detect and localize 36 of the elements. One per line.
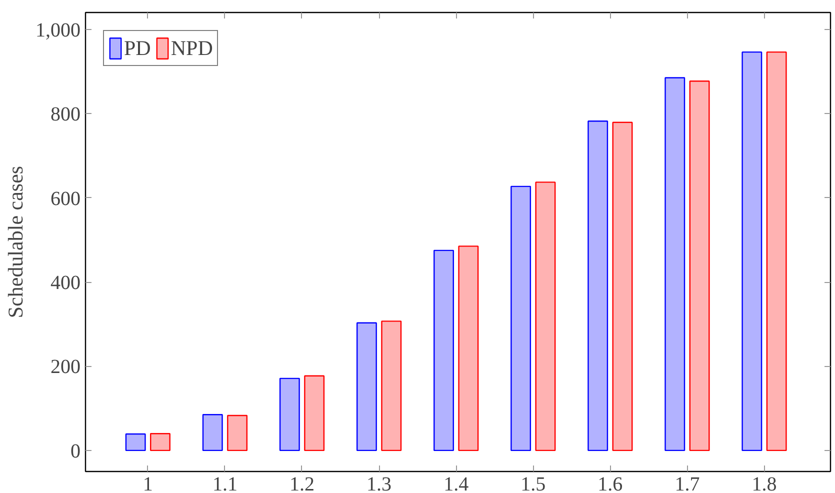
bar xyxy=(766,51,787,452)
bar xyxy=(510,186,532,452)
bar xyxy=(279,378,300,452)
bar xyxy=(202,414,223,452)
bar xyxy=(664,77,686,452)
bar xyxy=(150,433,170,452)
bar xyxy=(458,246,479,452)
x-tick-label: 1.7 xyxy=(674,474,700,493)
y-tick-label: 600 xyxy=(50,188,80,210)
x-tick-label: 1 xyxy=(142,474,153,493)
y-tick-label: 200 xyxy=(50,356,80,378)
x-tick-label: 1.3 xyxy=(366,474,392,493)
bar xyxy=(535,182,556,452)
x-tick-label: 1.1 xyxy=(212,474,238,493)
bar xyxy=(434,250,454,452)
y-tick-label: 400 xyxy=(50,272,80,294)
y-axis-title: Schedulable cases xyxy=(4,166,28,318)
x-tick-label: 1.4 xyxy=(444,474,469,493)
bar xyxy=(227,414,248,452)
bar xyxy=(612,122,633,452)
bar xyxy=(689,80,710,452)
bar xyxy=(304,375,325,452)
x-tick-label: 1.2 xyxy=(289,474,314,493)
y-tick-label: 0 xyxy=(70,440,80,462)
bar xyxy=(381,320,402,452)
legend-label: NPD xyxy=(170,36,213,60)
y-tick-label: 800 xyxy=(50,104,80,126)
legend-label: PD xyxy=(124,36,151,60)
bar xyxy=(588,120,608,452)
x-tick-label: 1.5 xyxy=(520,474,546,493)
x-tick-label: 1.6 xyxy=(598,474,623,493)
bar xyxy=(125,433,146,452)
y-tick-label: 1,000 xyxy=(36,19,80,42)
bar xyxy=(356,322,377,452)
x-tick-label: 1.8 xyxy=(752,474,777,493)
bar xyxy=(742,51,762,452)
